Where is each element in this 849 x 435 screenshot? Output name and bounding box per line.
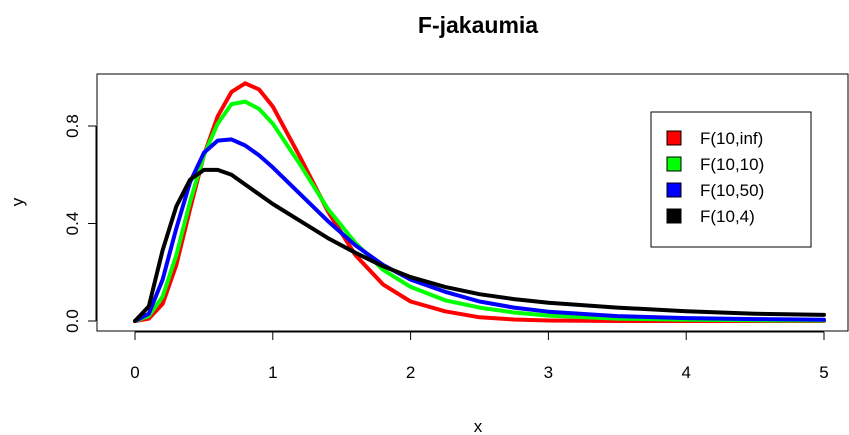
plot-frame — [96, 73, 849, 332]
y-tick-label: 0.0 — [63, 309, 82, 333]
legend-swatch — [666, 208, 682, 224]
legend-label: F(10,4) — [700, 207, 755, 226]
curves — [133, 81, 826, 323]
chart-title: F-jakaumia — [418, 12, 538, 38]
x-tick-label: 1 — [268, 363, 277, 382]
x-tick-label: 0 — [130, 363, 139, 382]
legend-label: F(10,inf) — [700, 129, 763, 148]
y-axis: 0.0 0.4 0.8 — [63, 114, 97, 333]
series-line-3 — [133, 137, 826, 323]
legend-swatch — [666, 130, 682, 146]
series-line-2 — [133, 99, 826, 323]
legend-label: F(10,10) — [700, 155, 764, 174]
legend-swatch — [666, 156, 682, 172]
y-tick-label: 0.8 — [63, 114, 82, 138]
x-tick-label: 4 — [681, 363, 690, 382]
x-tick-label: 2 — [406, 363, 415, 382]
x-axis: 0 1 2 3 4 5 — [130, 331, 829, 382]
y-axis-label: y — [8, 197, 27, 206]
legend: F(10,inf) F(10,10) F(10,50) F(10,4) — [650, 111, 812, 248]
x-tick-label: 3 — [544, 363, 553, 382]
y-tick-label: 0.4 — [63, 212, 82, 236]
x-tick-label: 5 — [819, 363, 828, 382]
legend-label: F(10,50) — [700, 181, 764, 200]
legend-swatch — [666, 182, 682, 198]
series-line-4 — [133, 167, 826, 323]
x-axis-label: x — [474, 417, 483, 435]
